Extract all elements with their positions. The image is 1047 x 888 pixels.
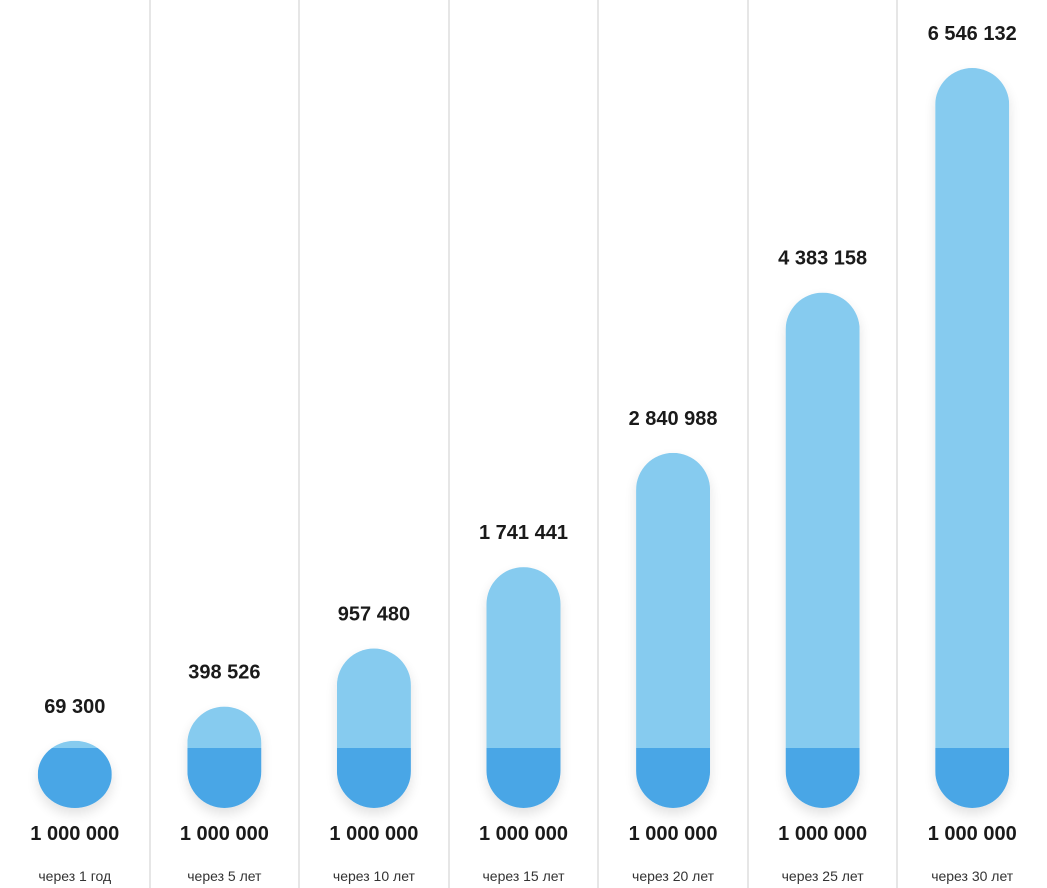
base-bar xyxy=(336,748,411,808)
value-label: 398 526 xyxy=(188,662,260,684)
growth-bar xyxy=(37,740,112,748)
base-value-label: 1 000 000 xyxy=(928,823,1017,845)
base-bar xyxy=(785,748,860,808)
bar-group xyxy=(37,740,112,809)
growth-bar xyxy=(336,648,411,748)
base-bar xyxy=(636,748,711,808)
bar-group xyxy=(636,452,711,808)
value-label: 6 546 132 xyxy=(928,23,1017,45)
category-label: через 1 год xyxy=(38,868,111,884)
base-value-label: 1 000 000 xyxy=(479,823,568,845)
value-label: 2 840 988 xyxy=(629,408,718,430)
growth-bar xyxy=(486,567,561,748)
growth-bar xyxy=(935,68,1010,748)
base-value-label: 1 000 000 xyxy=(329,823,418,845)
value-label: 69 300 xyxy=(44,696,105,718)
bar-group xyxy=(935,68,1010,808)
value-label: 957 480 xyxy=(338,604,410,626)
bar-group xyxy=(486,567,561,808)
category-label: через 20 лет xyxy=(632,868,715,884)
base-bar xyxy=(187,748,262,809)
bar-group xyxy=(785,292,860,808)
value-label: 1 741 441 xyxy=(479,522,568,544)
bars xyxy=(37,68,1010,809)
value-label: 4 383 158 xyxy=(778,248,867,270)
base-bar xyxy=(935,748,1010,808)
bar-group xyxy=(336,648,411,808)
base-bar xyxy=(37,748,112,809)
growth-bar xyxy=(636,452,711,748)
category-label: через 5 лет xyxy=(187,868,262,884)
column-dividers xyxy=(149,0,898,888)
labels: 69 300 1 000 000 через 1 год 398 526 1 000 0… xyxy=(30,23,1016,884)
growth-bar xyxy=(785,292,860,748)
bar-group xyxy=(187,706,262,809)
base-bar xyxy=(486,748,561,808)
category-label: через 25 лет xyxy=(782,868,865,884)
base-value-label: 1 000 000 xyxy=(180,823,269,845)
category-label: через 30 лет xyxy=(931,868,1014,884)
category-label: через 10 лет xyxy=(333,868,416,884)
base-value-label: 1 000 000 xyxy=(30,823,119,845)
category-label: через 15 лет xyxy=(482,868,565,884)
base-value-label: 1 000 000 xyxy=(629,823,718,845)
growth-bar xyxy=(187,706,262,748)
base-value-label: 1 000 000 xyxy=(778,823,867,845)
